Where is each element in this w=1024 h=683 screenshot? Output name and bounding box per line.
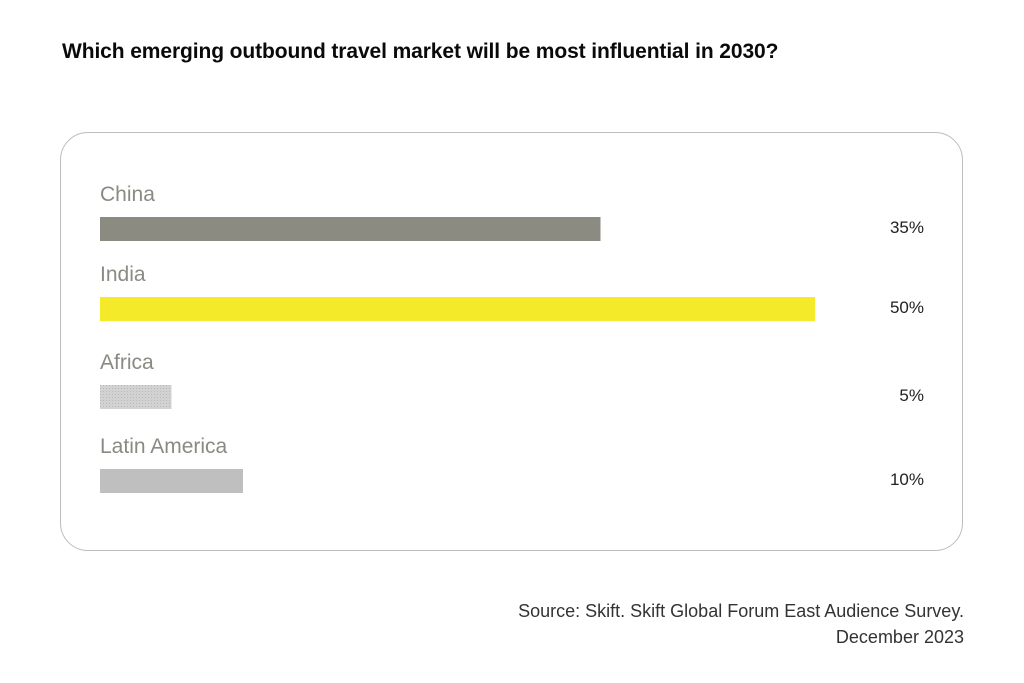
category-label: Latin America <box>100 435 228 458</box>
category-label: China <box>100 183 155 206</box>
chart-title: Which emerging outbound travel market wi… <box>62 40 779 63</box>
value-label: 35% <box>890 218 924 237</box>
source-line-1: Source: Skift. Skift Global Forum East A… <box>518 601 964 621</box>
bar <box>100 217 601 241</box>
value-label: 50% <box>890 298 924 317</box>
source-note: Source: Skift. Skift Global Forum East A… <box>518 598 964 650</box>
value-label: 5% <box>899 386 924 405</box>
bar-chart: China 35% India 50% Africa 5% Latin America 10% <box>100 183 924 493</box>
bar <box>100 385 172 409</box>
value-label: 10% <box>890 470 924 489</box>
category-label: Africa <box>100 351 154 374</box>
bars-group: China 35% India 50% Africa 5% Latin America 10% <box>100 183 924 493</box>
bar <box>100 297 815 321</box>
bar <box>100 469 243 493</box>
chart-card: China 35% India 50% Africa 5% Latin America 10% <box>60 132 963 551</box>
source-line-2: December 2023 <box>835 627 964 647</box>
category-label: India <box>100 263 146 286</box>
